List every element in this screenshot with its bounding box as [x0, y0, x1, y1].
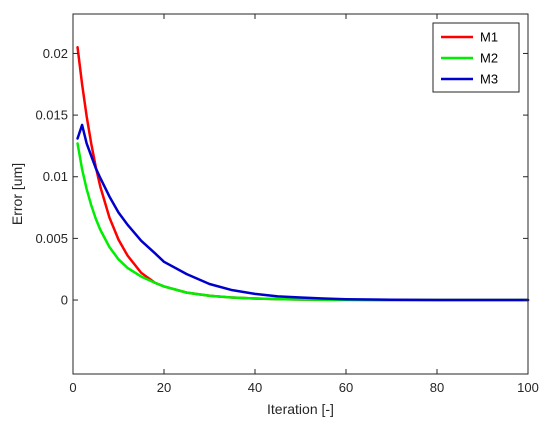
- y-axis: 0 0.005 0.01 0.015 0.02: [35, 46, 528, 308]
- legend-label-m2: M2: [480, 51, 498, 66]
- y-tick-label: 0.015: [35, 108, 68, 123]
- x-tick-label: 80: [430, 380, 444, 395]
- x-tick-label: 0: [69, 380, 76, 395]
- y-tick-label: 0.02: [43, 46, 68, 61]
- legend: M1 M2 M3: [432, 22, 520, 93]
- plot-frame: [72, 13, 529, 375]
- series-line-m3: [76, 123, 530, 302]
- x-axis-label: Iteration [-]: [267, 401, 334, 417]
- x-tick-label: 40: [248, 380, 262, 395]
- y-tick-label: 0: [61, 293, 68, 308]
- legend-label-m1: M1: [480, 30, 498, 45]
- y-tick-label: 0.01: [43, 169, 68, 184]
- y-axis-label: Error [um]: [9, 163, 25, 225]
- y-tick-label: 0.005: [35, 231, 68, 246]
- legend-label-m3: M3: [480, 72, 498, 87]
- x-tick-label: 60: [339, 380, 353, 395]
- series-layer: [76, 46, 530, 302]
- x-axis: 0 20 40 60 80 100: [69, 14, 539, 395]
- x-tick-label: 20: [157, 380, 171, 395]
- x-tick-label: 100: [517, 380, 539, 395]
